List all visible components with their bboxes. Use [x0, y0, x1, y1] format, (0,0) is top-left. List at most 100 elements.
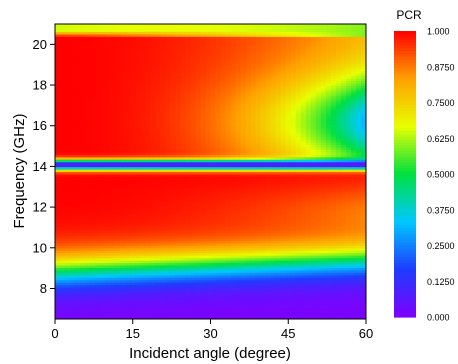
heatmap-cell — [145, 95, 151, 99]
heatmap-cell — [230, 43, 237, 47]
heatmap-cell — [70, 159, 76, 163]
heatmap-cell — [180, 282, 187, 286]
heatmap-cell — [130, 100, 136, 104]
heatmap-cell — [105, 183, 111, 187]
heatmap-cell — [195, 117, 202, 121]
heatmap-cell — [240, 260, 247, 264]
heatmap-cell — [255, 213, 262, 217]
heatmap-cell — [85, 301, 91, 305]
heatmap-cell — [115, 235, 121, 239]
heatmap-cell — [205, 311, 212, 315]
heatmap-cell — [130, 203, 136, 207]
heatmap-cell — [155, 316, 161, 319]
heatmap-cell — [210, 316, 217, 319]
heatmap-cell — [125, 85, 131, 89]
heatmap-cell — [215, 176, 222, 180]
heatmap-cell — [240, 316, 247, 319]
heatmap-cell — [170, 38, 176, 42]
heatmap-cell — [170, 284, 176, 288]
heatmap-cell — [180, 75, 187, 79]
heatmap-cell — [245, 43, 252, 47]
heatmap-cell — [150, 218, 156, 222]
heatmap-cell — [205, 296, 212, 300]
heatmap-cell — [140, 289, 146, 293]
heatmap-cell — [160, 220, 166, 224]
heatmap-cell — [215, 228, 222, 232]
heatmap-cell — [70, 60, 76, 64]
heatmap-cell — [70, 210, 76, 214]
heatmap-cell — [130, 296, 136, 300]
heatmap-cell — [155, 129, 161, 133]
heatmap-cell — [60, 102, 66, 106]
heatmap-cell — [215, 173, 222, 178]
heatmap-cell — [200, 144, 207, 148]
heatmap-cell — [95, 173, 101, 178]
heatmap-cell — [80, 36, 86, 40]
heatmap-cell — [85, 114, 91, 119]
heatmap-cell — [240, 235, 247, 239]
heatmap-cell — [185, 117, 192, 121]
heatmap-cell — [55, 314, 61, 318]
heatmap-cell — [75, 124, 81, 128]
heatmap-cell — [200, 196, 207, 200]
heatmap-cell — [250, 250, 257, 254]
heatmap-cell — [75, 198, 81, 202]
heatmap-cell — [225, 191, 232, 195]
heatmap-cell — [130, 235, 136, 239]
heatmap-cell — [130, 287, 136, 291]
heatmap-cell — [80, 301, 86, 305]
heatmap-cell — [140, 274, 146, 278]
heatmap-cell — [235, 129, 242, 133]
heatmap-cell — [195, 65, 202, 69]
heatmap-cell — [175, 274, 182, 278]
heatmap-cell — [125, 164, 131, 168]
heatmap-cell — [90, 304, 96, 308]
heatmap-cell — [105, 304, 111, 308]
heatmap-cell — [245, 277, 252, 281]
heatmap-cell — [60, 144, 66, 148]
heatmap-cell — [190, 237, 197, 241]
heatmap-cell — [225, 291, 232, 296]
heatmap-cell — [155, 213, 161, 217]
heatmap-cell — [75, 87, 81, 91]
heatmap-cell — [160, 181, 166, 185]
heatmap-cell — [195, 304, 202, 308]
heatmap-cell — [205, 171, 212, 175]
heatmap-cell — [230, 240, 237, 244]
heatmap-cell — [140, 161, 146, 165]
heatmap-cell — [55, 272, 61, 276]
heatmap-cell — [70, 24, 76, 28]
heatmap-cell — [60, 55, 66, 60]
heatmap-cell — [170, 53, 176, 57]
heatmap-cell — [105, 55, 111, 60]
heatmap-cell — [250, 291, 257, 296]
heatmap-cell — [145, 245, 151, 249]
heatmap-cell — [120, 68, 126, 72]
heatmap-cell — [200, 257, 207, 261]
heatmap-cell — [85, 240, 91, 244]
heatmap-cell — [55, 196, 61, 200]
heatmap-cell — [195, 284, 202, 288]
heatmap-cell — [170, 201, 176, 205]
heatmap-cell — [230, 114, 237, 119]
heatmap-cell — [120, 250, 126, 254]
heatmap-cell — [75, 36, 81, 40]
heatmap-cell — [60, 277, 66, 281]
heatmap-cell — [190, 169, 197, 173]
heatmap-cell — [245, 100, 252, 104]
heatmap-cell — [255, 203, 262, 207]
heatmap-cell — [235, 250, 242, 254]
heatmap-cell — [185, 176, 192, 180]
heatmap-cell — [90, 38, 96, 42]
heatmap-cell — [255, 132, 262, 136]
heatmap-cell — [105, 164, 111, 168]
heatmap-cell — [220, 262, 227, 266]
heatmap-cell — [130, 124, 136, 128]
heatmap-cell — [90, 242, 96, 246]
heatmap-cell — [160, 33, 166, 37]
heatmap-cell — [260, 154, 267, 158]
heatmap-cell — [135, 242, 141, 246]
heatmap-cell — [110, 213, 116, 217]
heatmap-cell — [155, 225, 161, 229]
heatmap-cell — [160, 46, 166, 50]
